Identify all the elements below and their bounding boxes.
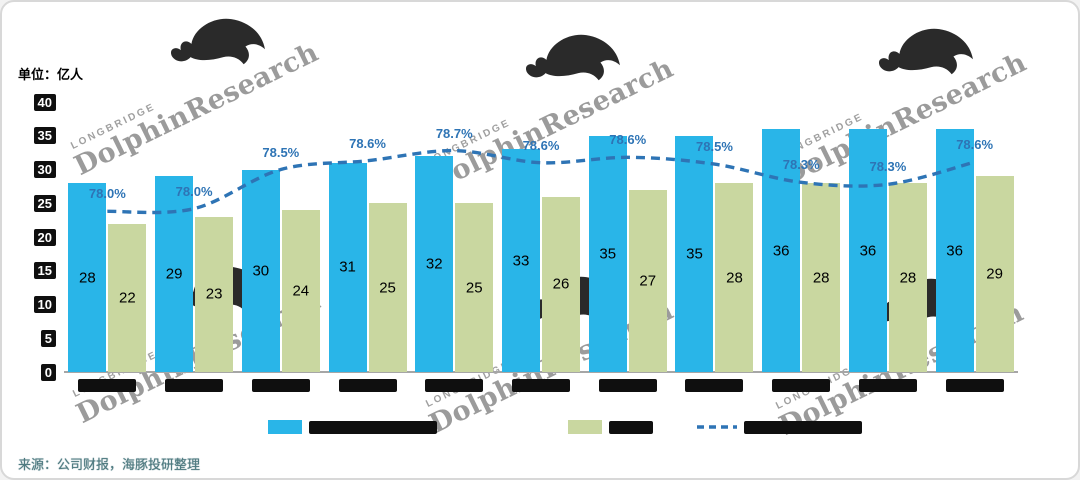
bar-value-label: 31 (339, 258, 356, 276)
x-axis-label-redacted (598, 379, 657, 392)
x-axis-line (64, 371, 1018, 373)
bar-series-2 (628, 189, 667, 372)
bar-value-label: 22 (119, 289, 136, 307)
bar-value-label: 36 (946, 242, 963, 259)
x-axis-label-redacted (858, 379, 917, 392)
y-axis-tick-label: 15 (33, 262, 56, 280)
bar-value-label: 26 (552, 275, 570, 293)
bar-series-2 (715, 183, 754, 372)
y-axis-tick-label: 35 (33, 127, 56, 145)
bar-value-label: 30 (252, 262, 270, 280)
line-point-label: 78.6% (956, 137, 994, 153)
bar-series-2 (368, 203, 407, 372)
line-point-label: 78.6% (349, 135, 386, 151)
bar-series-2 (975, 176, 1014, 372)
y-axis-tick-label: 0 (40, 363, 56, 381)
source-note: 来源：公司财报，海豚投研整理 (18, 457, 201, 472)
line-point-label: 78.3% (782, 157, 820, 173)
bar-value-label: 33 (512, 252, 530, 270)
bar-value-label: 28 (79, 269, 96, 286)
bar-series-2 (108, 223, 147, 372)
x-axis-label-redacted (945, 379, 1004, 392)
line-point-label: 78.0% (175, 183, 213, 199)
x-axis-label-redacted (251, 379, 310, 392)
bar-value-label: 27 (639, 272, 657, 290)
line-point-label: 78.6% (522, 137, 560, 153)
bar-series-2 (802, 183, 841, 372)
bar-value-label: 28 (812, 269, 830, 286)
bar-value-label: 23 (205, 285, 223, 303)
bar-value-label: 29 (986, 265, 1003, 283)
x-axis-label-redacted (772, 379, 831, 392)
y-axis-tick-label: 40 (33, 93, 56, 111)
bar-value-label: 32 (425, 255, 443, 273)
bar-value-label: 28 (899, 269, 917, 286)
y-axis-tick-label: 25 (33, 194, 56, 212)
bar-value-label: 36 (859, 242, 877, 259)
bar-value-label: 28 (726, 269, 743, 286)
y-axis-tick-label: 20 (33, 228, 56, 246)
bar-series-1 (68, 183, 107, 372)
x-axis-label-redacted (685, 379, 744, 392)
bar-value-label: 35 (599, 245, 617, 263)
bar-value-label: 24 (292, 282, 310, 300)
line-point-label: 78.0% (88, 186, 126, 202)
bar-value-label: 25 (379, 279, 396, 297)
line-point-label: 78.5% (262, 144, 300, 160)
axis-unit-label: 单位：亿人 (18, 67, 84, 82)
y-axis-tick-label: 5 (40, 329, 56, 347)
x-axis-label-redacted (78, 379, 137, 392)
bar-value-label: 35 (686, 245, 703, 263)
y-axis-tick-label: 30 (33, 161, 56, 178)
x-axis-label-redacted (338, 379, 397, 392)
line-point-label: 78.6% (609, 132, 647, 148)
x-axis-label-redacted (425, 379, 484, 392)
x-axis-label-redacted (512, 379, 570, 392)
bar-series-2 (888, 183, 927, 372)
line-point-label: 78.3% (869, 159, 907, 175)
line-point-label: 78.5% (696, 139, 733, 155)
y-axis-tick-label: 10 (33, 296, 56, 313)
bar-value-label: 25 (465, 279, 483, 297)
bar-series-2 (281, 210, 320, 372)
bar-value-label: 36 (772, 242, 790, 259)
bar-value-label: 29 (165, 265, 183, 283)
x-axis-label-redacted (165, 379, 224, 392)
bar-series-2 (455, 203, 494, 372)
line-point-label: 78.7% (435, 125, 473, 141)
